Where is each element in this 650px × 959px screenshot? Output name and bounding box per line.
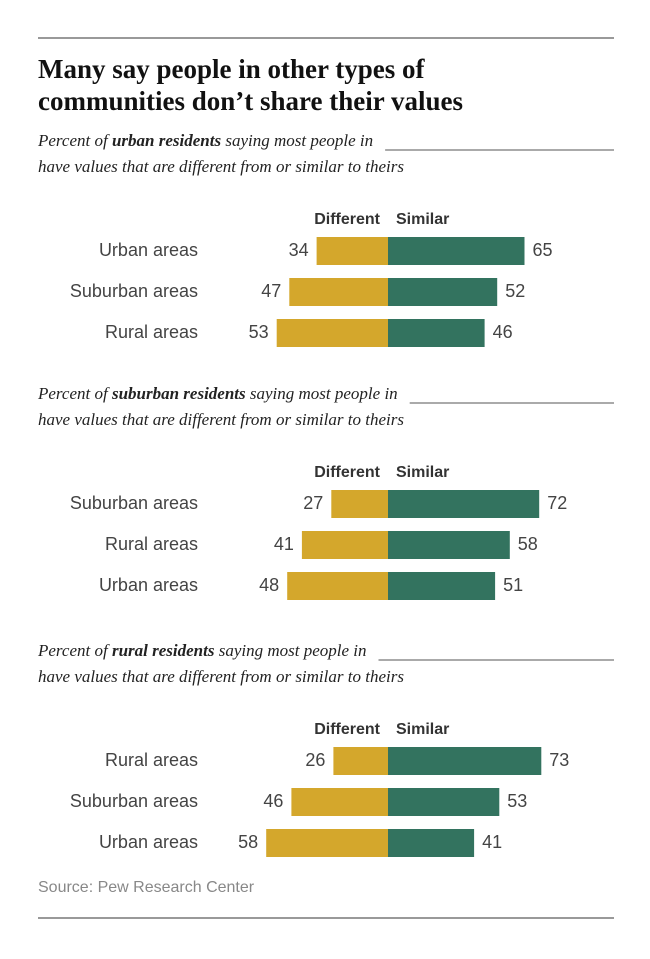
title: communities don’t share their values xyxy=(38,86,463,116)
value-label: 52 xyxy=(505,281,525,301)
title: Many say people in other types of xyxy=(38,54,426,84)
subtitle: Percent of rural residents saying most p… xyxy=(37,641,367,660)
bar xyxy=(388,278,498,306)
value-label: 47 xyxy=(261,281,281,301)
value-label: 46 xyxy=(493,322,513,342)
subtitle-part: urban residents xyxy=(112,131,221,150)
value-label: 65 xyxy=(533,240,553,260)
subtitle-part: suburban residents xyxy=(111,384,246,403)
value-label: 48 xyxy=(259,575,279,595)
category-label: Urban areas xyxy=(99,575,198,595)
value-label: 41 xyxy=(482,832,502,852)
subtitle: have values that are different from or s… xyxy=(38,157,404,176)
value-label: 73 xyxy=(549,750,569,770)
category-label: Suburban areas xyxy=(70,493,198,513)
subtitle: have values that are different from or s… xyxy=(38,667,404,686)
subtitle-part: Percent of xyxy=(37,384,112,403)
value-label: 53 xyxy=(249,322,269,342)
value-label: 53 xyxy=(507,791,527,811)
bar xyxy=(276,319,388,347)
bar xyxy=(331,490,388,518)
legend-label: Different xyxy=(314,211,380,228)
category-label: Urban areas xyxy=(99,832,198,852)
subtitle-part: saying most people in xyxy=(221,131,373,150)
category-label: Suburban areas xyxy=(70,281,198,301)
value-label: 26 xyxy=(305,750,325,770)
source: Source: Pew Research Center xyxy=(38,879,255,896)
bar xyxy=(291,788,388,816)
subtitle: have values that are different from or s… xyxy=(38,410,404,429)
subtitle-part: saying most people in xyxy=(214,641,366,660)
bar xyxy=(388,531,510,559)
bar xyxy=(301,531,388,559)
subtitle-part: Percent of xyxy=(37,131,112,150)
value-label: 46 xyxy=(263,791,283,811)
value-label: 58 xyxy=(518,534,538,554)
value-label: 41 xyxy=(274,534,294,554)
value-label: 27 xyxy=(303,493,323,513)
value-label: 72 xyxy=(547,493,567,513)
bar xyxy=(388,788,500,816)
bar xyxy=(289,278,388,306)
subtitle-part: Percent of xyxy=(37,641,112,660)
bar xyxy=(388,237,525,265)
category-label: Rural areas xyxy=(105,750,198,770)
legend-label: Similar xyxy=(396,721,449,738)
category-label: Suburban areas xyxy=(70,791,198,811)
bar xyxy=(388,829,475,857)
category-label: Rural areas xyxy=(105,534,198,554)
category-label: Urban areas xyxy=(99,240,198,260)
legend-label: Similar xyxy=(396,464,449,481)
subtitle: Percent of suburban residents saying mos… xyxy=(37,384,398,403)
value-label: 34 xyxy=(289,240,309,260)
subtitle: Percent of urban residents saying most p… xyxy=(37,131,373,150)
subtitle-part: rural residents xyxy=(112,641,215,660)
legend-label: Different xyxy=(314,464,380,481)
bar xyxy=(316,237,388,265)
value-label: 58 xyxy=(238,832,258,852)
bar xyxy=(388,747,542,775)
legend-label: Different xyxy=(314,721,380,738)
bar xyxy=(266,829,388,857)
category-label: Rural areas xyxy=(105,322,198,342)
bar xyxy=(388,319,485,347)
bar xyxy=(333,747,388,775)
bar xyxy=(388,572,496,600)
value-label: 51 xyxy=(503,575,523,595)
bar xyxy=(388,490,540,518)
legend-label: Similar xyxy=(396,211,449,228)
bar xyxy=(287,572,388,600)
subtitle-part: saying most people in xyxy=(246,384,398,403)
